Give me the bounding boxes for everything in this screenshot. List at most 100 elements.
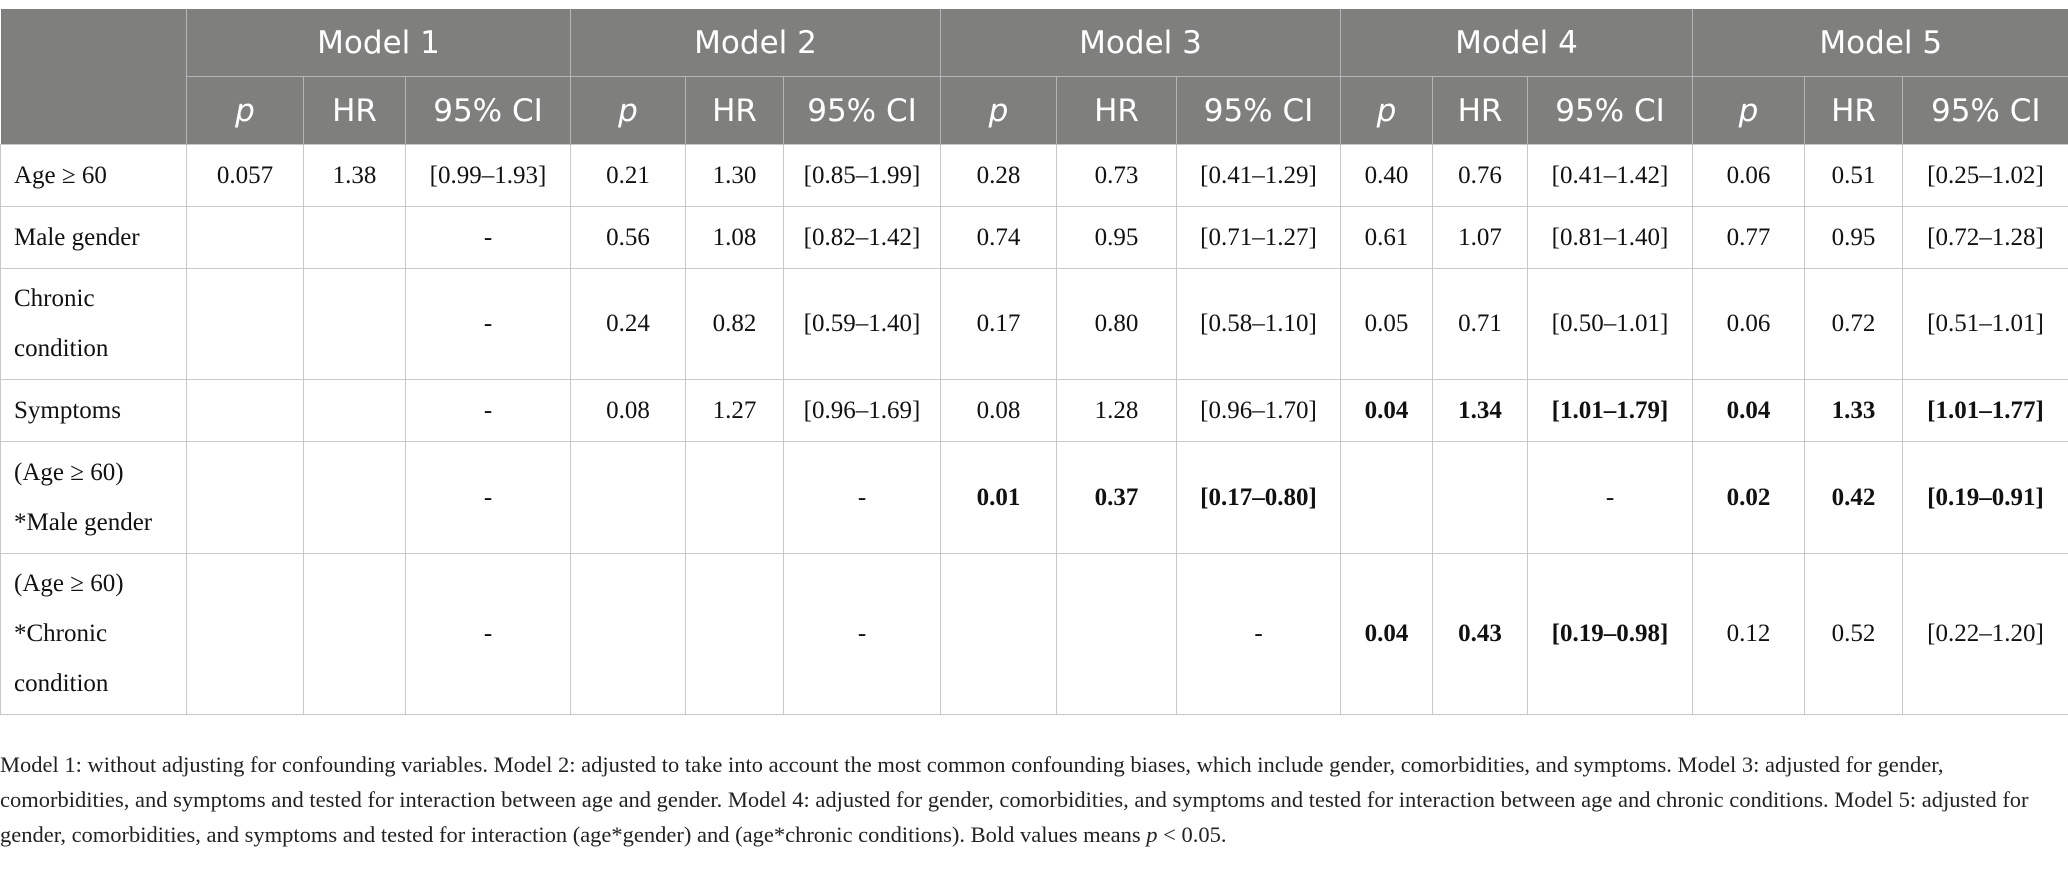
row-label: (Age ≥ 60) *Male gender: [0, 441, 187, 554]
footnote-text: Model 1: without adjusting for confoundi…: [0, 751, 2029, 847]
cell: 0.56: [570, 206, 686, 269]
row-label-line: condition: [14, 335, 109, 362]
data-row: (Age ≥ 60) *Male gender - -0.01 0.37 [0.17–0.…: [0, 441, 2068, 554]
cell: [186, 441, 304, 554]
cell: 0.06: [1692, 268, 1805, 380]
row-label-line: condition: [14, 670, 109, 697]
footnote: Model 1: without adjusting for confoundi…: [0, 747, 2060, 852]
cell: 0.42: [1804, 441, 1903, 554]
cell: [0.99–1.93]: [405, 144, 571, 207]
cell: [303, 206, 406, 269]
cell: 0.057: [186, 144, 304, 207]
cell: [1.01–1.79]: [1527, 379, 1693, 442]
cell: -: [1176, 553, 1341, 715]
cell: [1340, 441, 1433, 554]
cell: 1.07: [1432, 206, 1528, 269]
cell: 0.80: [1056, 268, 1177, 380]
row-label-line: Symptoms: [14, 396, 121, 424]
cell: 0.71: [1432, 268, 1528, 380]
row-label-line: (Age ≥ 60): [14, 570, 124, 597]
cell: 0.12: [1692, 553, 1805, 715]
cell: 0.21: [570, 144, 686, 207]
cell: [685, 441, 784, 554]
column-header: 95% CI: [1176, 76, 1341, 145]
data-row: Chronic condition -0.24 0.82 [0.59–1.40] 0.17…: [0, 268, 2068, 380]
cell: [0.81–1.40]: [1527, 206, 1693, 269]
cell: [570, 553, 686, 715]
cell: 0.52: [1804, 553, 1903, 715]
cell: [0.82–1.42]: [783, 206, 941, 269]
column-header: HR: [1056, 76, 1177, 145]
column-header: p: [1692, 76, 1805, 145]
cell: -: [1527, 441, 1693, 554]
cell: [0.17–0.80]: [1176, 441, 1341, 554]
cell: 0.37: [1056, 441, 1177, 554]
data-row: Male gender -0.56 1.08 [0.82–1.42] 0.74 0.95 […: [0, 206, 2068, 269]
cell: 0.61: [1340, 206, 1433, 269]
row-label-line: Age ≥ 60: [14, 161, 107, 189]
cell: [303, 553, 406, 715]
cell: 0.40: [1340, 144, 1433, 207]
column-header: HR: [1432, 76, 1528, 145]
data-row: Symptoms -0.08 1.27 [0.96–1.69] 0.08 1.28 [0.9…: [0, 379, 2068, 442]
cell: 1.08: [685, 206, 784, 269]
cell: [570, 441, 686, 554]
cell: [303, 441, 406, 554]
cell: [0.50–1.01]: [1527, 268, 1693, 380]
header-row: Model 1 Model 2 Model 3 Model 4 Model 5: [0, 9, 2068, 145]
row-label: Male gender: [0, 206, 187, 269]
cell: 0.17: [940, 268, 1057, 380]
column-header: p: [570, 76, 686, 145]
cell: 0.04: [1340, 379, 1433, 442]
cell: [0.41–1.42]: [1527, 144, 1693, 207]
row-label-line: Male gender: [14, 223, 140, 251]
model-header: Model 3: [940, 9, 1341, 77]
cell: -: [783, 553, 941, 715]
cell: [0.58–1.10]: [1176, 268, 1341, 380]
column-header: 95% CI: [783, 76, 941, 145]
row-label: Chronic condition: [0, 268, 187, 380]
row-label-line: Chronic: [14, 285, 95, 312]
cell: [303, 268, 406, 380]
column-header: 95% CI: [1901, 76, 2068, 145]
model-header: Model 5: [1691, 9, 2068, 77]
row-label-line: *Male gender: [14, 508, 153, 536]
cell: 0.76: [1432, 144, 1528, 207]
column-header: HR: [1804, 76, 1903, 145]
column-header: p: [1340, 76, 1433, 145]
cell: -: [405, 379, 571, 442]
cell: 0.05: [1340, 268, 1433, 380]
cell: [0.25–1.02]: [1901, 144, 2068, 207]
cell: [1.01–1.77]: [1901, 379, 2068, 442]
cell: 1.38: [303, 144, 406, 207]
cell: 0.43: [1432, 553, 1528, 715]
cell: 0.06: [1692, 144, 1805, 207]
cell: 0.08: [940, 379, 1057, 442]
footnote-text: < 0.05.: [1157, 821, 1227, 847]
cell: 1.33: [1804, 379, 1903, 442]
data-row: (Age ≥ 60) *Chronic condition - - -0.04 0.43 [0…: [0, 553, 2068, 715]
cell: [0.19–0.91]: [1901, 441, 2068, 554]
cell: 0.01: [940, 441, 1057, 554]
cell: [186, 379, 304, 442]
cell: 0.72: [1804, 268, 1903, 380]
cell: 0.82: [685, 268, 784, 380]
cell: [186, 553, 304, 715]
column-header: HR: [303, 76, 406, 145]
cell: 0.04: [1692, 379, 1805, 442]
model-header: Model 4: [1340, 9, 1693, 77]
cell: 0.74: [940, 206, 1057, 269]
cell: -: [405, 268, 571, 380]
cell: 0.02: [1692, 441, 1805, 554]
cell: 0.77: [1692, 206, 1805, 269]
row-label: Age ≥ 60: [0, 144, 187, 207]
results-table: Model 1 Model 2 Model 3 Model 4 Model 5 p HR 95…: [0, 9, 2068, 715]
row-label-line: *Chronic: [14, 620, 108, 647]
cell: -: [405, 553, 571, 715]
cell: [0.41–1.29]: [1176, 144, 1341, 207]
cell: [0.96–1.70]: [1176, 379, 1341, 442]
cell: -: [405, 206, 571, 269]
cell: 0.95: [1804, 206, 1903, 269]
cell: 1.30: [685, 144, 784, 207]
